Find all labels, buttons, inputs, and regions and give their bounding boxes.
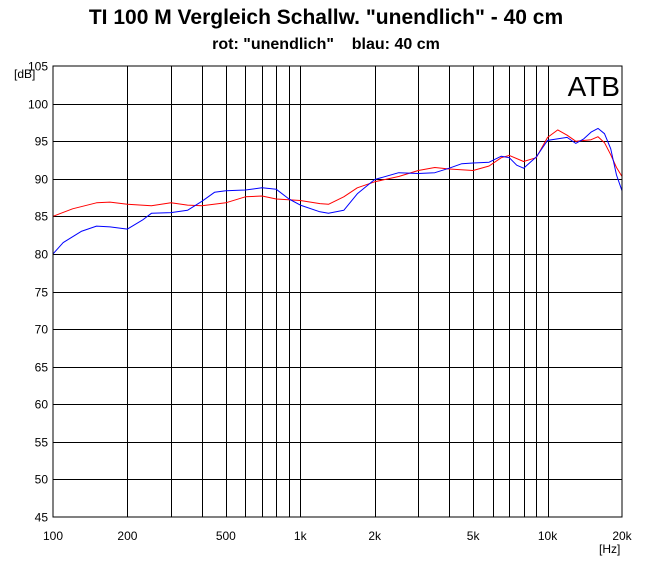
- x-tick-label: 20k: [612, 529, 632, 543]
- y-tick-label: 95: [35, 135, 49, 149]
- y-tick-label: 105: [28, 60, 48, 74]
- atb-watermark: ATB: [568, 71, 620, 102]
- grid-minor-lines: [127, 66, 549, 517]
- series-layer: [52, 127, 623, 255]
- series-line-red: [52, 129, 623, 217]
- y-axis: 45 50 55 60 65 70 75 80 85 90 95 100 105: [28, 60, 48, 525]
- plot-frame: [52, 65, 623, 518]
- y-tick-label: 80: [35, 248, 49, 262]
- y-tick-label: 55: [35, 436, 49, 450]
- y-tick-label: 45: [35, 511, 49, 525]
- grid-major-lines: [53, 104, 622, 480]
- x-tick-label: 5k: [467, 529, 481, 543]
- x-tick-label: 500: [216, 529, 236, 543]
- chart-title: TI 100 M Vergleich Schallw. "unendlich" …: [88, 6, 564, 29]
- y-tick-label: 70: [35, 323, 49, 337]
- x-axis: 100 200 500 1k 2k 5k 10k 20k: [43, 529, 633, 543]
- y-tick-label: 75: [35, 286, 49, 300]
- series-line-blue: [52, 127, 623, 255]
- y-axis-label: [dB]: [14, 67, 35, 81]
- y-tick-label: 50: [35, 473, 49, 487]
- y-tick-label: 60: [35, 398, 49, 412]
- chart-subtitle: rot: "unendlich" blau: 40 cm: [212, 36, 440, 53]
- x-tick-label: 1k: [294, 529, 308, 543]
- x-tick-label: 2k: [368, 529, 382, 543]
- y-tick-label: 90: [35, 173, 49, 187]
- x-tick-label: 100: [43, 529, 63, 543]
- y-tick-label: 65: [35, 361, 49, 375]
- x-tick-label: 10k: [538, 529, 558, 543]
- y-tick-label: 85: [35, 210, 49, 224]
- x-axis-label: [Hz]: [599, 542, 620, 556]
- y-tick-label: 100: [28, 98, 48, 112]
- x-tick-label: 200: [117, 529, 137, 543]
